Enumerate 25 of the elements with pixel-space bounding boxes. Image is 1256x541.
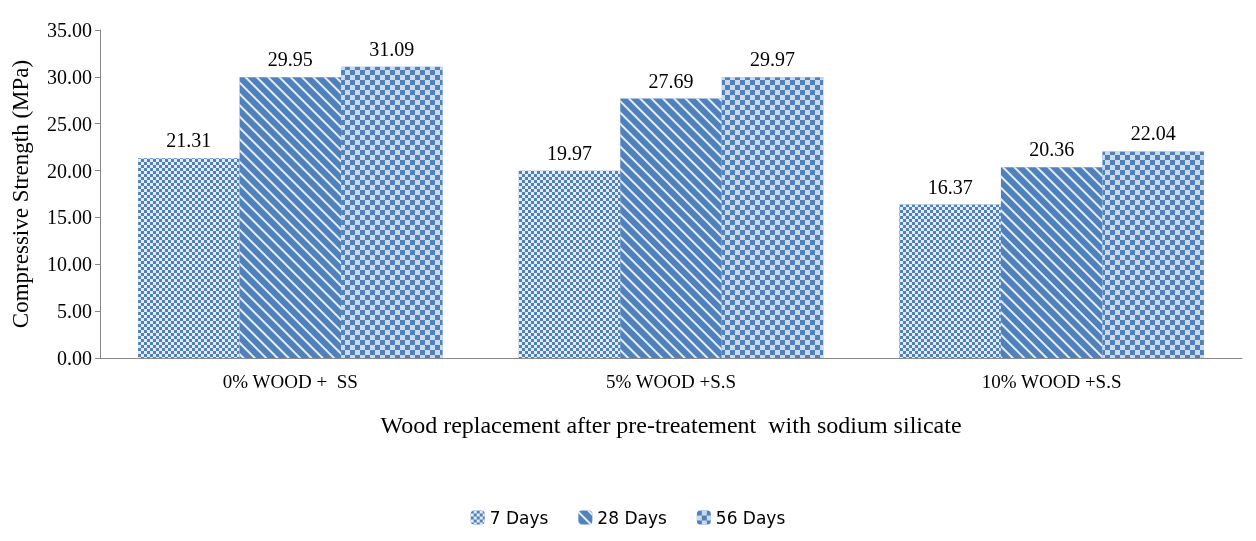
data-label: 27.69 [648, 69, 694, 92]
y-tick-label: 20.00 [47, 159, 92, 182]
legend-label: 56 Days [715, 507, 786, 528]
y-tick-label: 30.00 [47, 65, 92, 88]
y-axis-title: Compressive Strength (MPa) [8, 59, 33, 329]
data-label: 31.09 [369, 37, 415, 60]
y-tick-label: 10.00 [47, 253, 92, 276]
y-tick-label: 25.00 [47, 112, 92, 135]
y-tick-label: 5.00 [57, 300, 92, 323]
data-label: 29.95 [267, 48, 313, 71]
y-tick-label: 15.00 [47, 206, 92, 229]
data-label: 20.36 [1029, 138, 1075, 161]
legend-label: 7 Days [489, 507, 549, 528]
x-axis-title: Wood replacement after pre-treatement with sodium silicate [380, 412, 962, 438]
data-label: 19.97 [546, 141, 592, 164]
legend-label: 28 Days [597, 507, 667, 528]
data-label: 22.04 [1130, 122, 1176, 145]
x-tick-label: 5% WOOD +S.S [605, 371, 737, 392]
x-tick-label: 0% WOOD + SS [222, 371, 358, 392]
data-label: 16.37 [927, 175, 973, 198]
y-tick-label: 35.00 [47, 19, 92, 41]
data-label: 21.31 [166, 129, 212, 152]
y-tick-label: 0.00 [57, 347, 92, 369]
x-tick-label: 10% WOOD +S.S [981, 371, 1122, 392]
data-label: 29.97 [750, 48, 796, 71]
